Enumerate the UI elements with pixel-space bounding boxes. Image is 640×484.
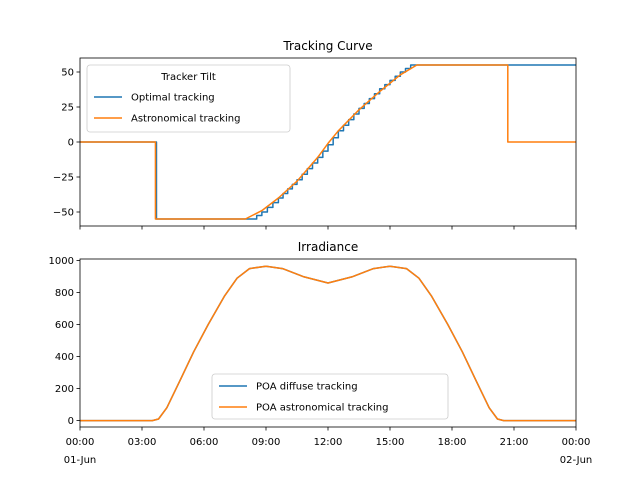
legend-label-optimal-tracking: Optimal tracking xyxy=(131,93,215,104)
tracking-curve-frame xyxy=(79,57,577,227)
irradiance-title: Irradiance xyxy=(298,240,358,254)
series-line-astronomical-tracking xyxy=(80,64,576,220)
x-tick-label: 00:00 xyxy=(66,437,95,448)
y-tick-label: 400 xyxy=(55,352,74,363)
x-tick-label: 12:00 xyxy=(314,437,343,448)
irradiance-axes: Irradiance 0200400600800100000:0001-Jun0… xyxy=(49,240,593,466)
x-tick-date-label: 02-Jun xyxy=(560,455,593,466)
x-tick-label: 00:00 xyxy=(562,437,591,448)
x-tick-label: 21:00 xyxy=(500,437,529,448)
legend-label-astronomical-tracking: Astronomical tracking xyxy=(131,114,240,125)
y-tick-label: 1000 xyxy=(49,256,74,267)
y-tick-label: −25 xyxy=(53,173,74,184)
tracking-curve-ticks: 50 25 0 −25 −50 xyxy=(53,68,577,230)
irradiance-legend: POA diffuse tracking POA astronomical tr… xyxy=(211,373,449,420)
irradiance-legend-box xyxy=(211,373,449,420)
legend-label-poa-astronomical-tracking: POA astronomical tracking xyxy=(256,403,389,414)
y-tick-label: −50 xyxy=(53,208,74,219)
y-tick-label: 800 xyxy=(55,288,74,299)
x-tick-label: 06:00 xyxy=(190,437,219,448)
legend-label-poa-diffuse-tracking: POA diffuse tracking xyxy=(256,382,358,393)
x-tick-date-label: 01-Jun xyxy=(64,455,97,466)
tracking-curve-legend: Tracker Tilt Optimal tracking Astronomic… xyxy=(86,64,291,133)
tracking-curve-legend-box xyxy=(86,64,291,133)
irradiance-frame xyxy=(79,258,577,428)
y-tick-label: 0 xyxy=(68,138,74,149)
y-tick-label: 50 xyxy=(61,68,74,79)
tracking-curve-legend-title: Tracker Tilt xyxy=(160,72,216,83)
x-tick-label: 18:00 xyxy=(438,437,467,448)
irradiance-series xyxy=(80,265,576,422)
x-tick-label: 15:00 xyxy=(376,437,405,448)
tracking-curve-title: Tracking Curve xyxy=(282,39,372,53)
y-tick-label: 0 xyxy=(68,416,74,427)
x-tick-label: 09:00 xyxy=(252,437,281,448)
y-tick-label: 600 xyxy=(55,320,74,331)
irradiance-ticks: 0 200 400 600 800 1000 00:00 01-Jun 03:00 06:00 09… xyxy=(49,256,593,466)
x-tick-label: 03:00 xyxy=(128,437,157,448)
y-tick-label: 25 xyxy=(61,103,74,114)
y-tick-label: 200 xyxy=(55,384,74,395)
series-line-poa-astronomical-tracking xyxy=(80,265,576,422)
tracking-curve-axes: Tracking Curve 50 25 0 −25 −50 Tracker Tilt … xyxy=(53,39,577,230)
tracking-curve-series xyxy=(80,64,576,220)
